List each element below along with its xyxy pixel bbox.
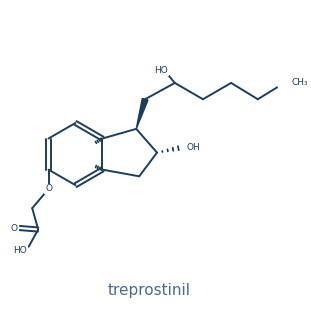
Text: OH: OH — [187, 143, 200, 152]
Text: O: O — [11, 224, 18, 233]
Text: O: O — [45, 184, 52, 193]
Polygon shape — [136, 98, 148, 129]
Text: CH₃: CH₃ — [292, 78, 309, 87]
Text: HO: HO — [155, 66, 168, 75]
Text: treprostinil: treprostinil — [108, 283, 191, 298]
Text: HO: HO — [13, 246, 27, 255]
